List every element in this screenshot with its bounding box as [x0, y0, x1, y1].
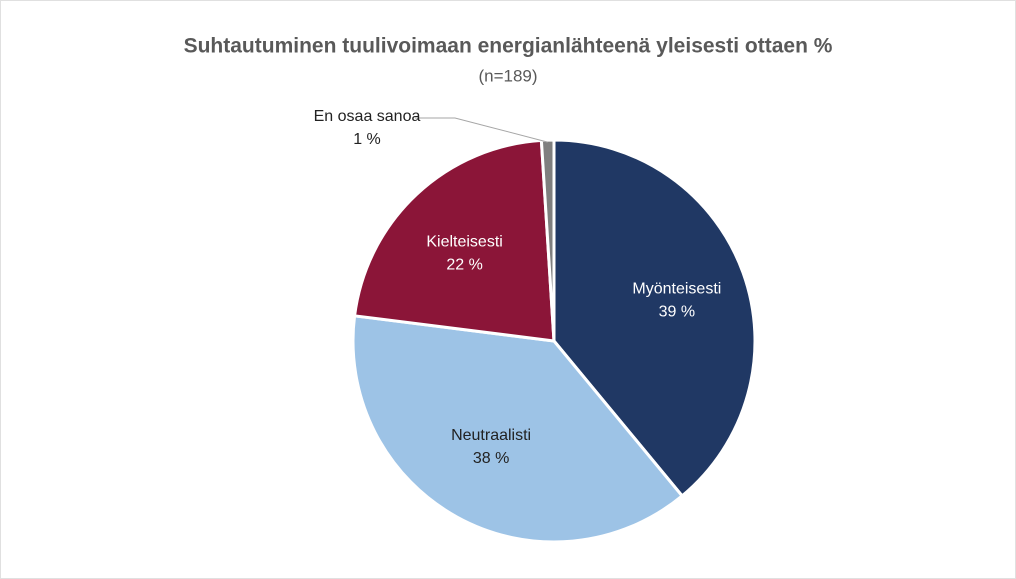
slice-value-label: 1 % — [353, 131, 381, 148]
slice-label: Neutraalisti — [451, 427, 531, 444]
slice-value-label: 22 % — [446, 256, 482, 273]
chart-title: Suhtautuminen tuulivoimaan energianlähte… — [184, 35, 833, 58]
chart-subtitle: (n=189) — [478, 66, 537, 85]
pie-slice — [552, 138, 757, 498]
pie-slice — [352, 138, 556, 343]
leader-line — [415, 117, 548, 143]
slice-value-label: 38 % — [473, 450, 509, 467]
slice-label: Kielteisesti — [426, 233, 502, 250]
slice-label: Myönteisesti — [632, 280, 721, 297]
pie-slice — [351, 314, 685, 544]
slice-value-label: 39 % — [659, 303, 695, 320]
slice-label: En osaa sanoa — [314, 108, 421, 125]
